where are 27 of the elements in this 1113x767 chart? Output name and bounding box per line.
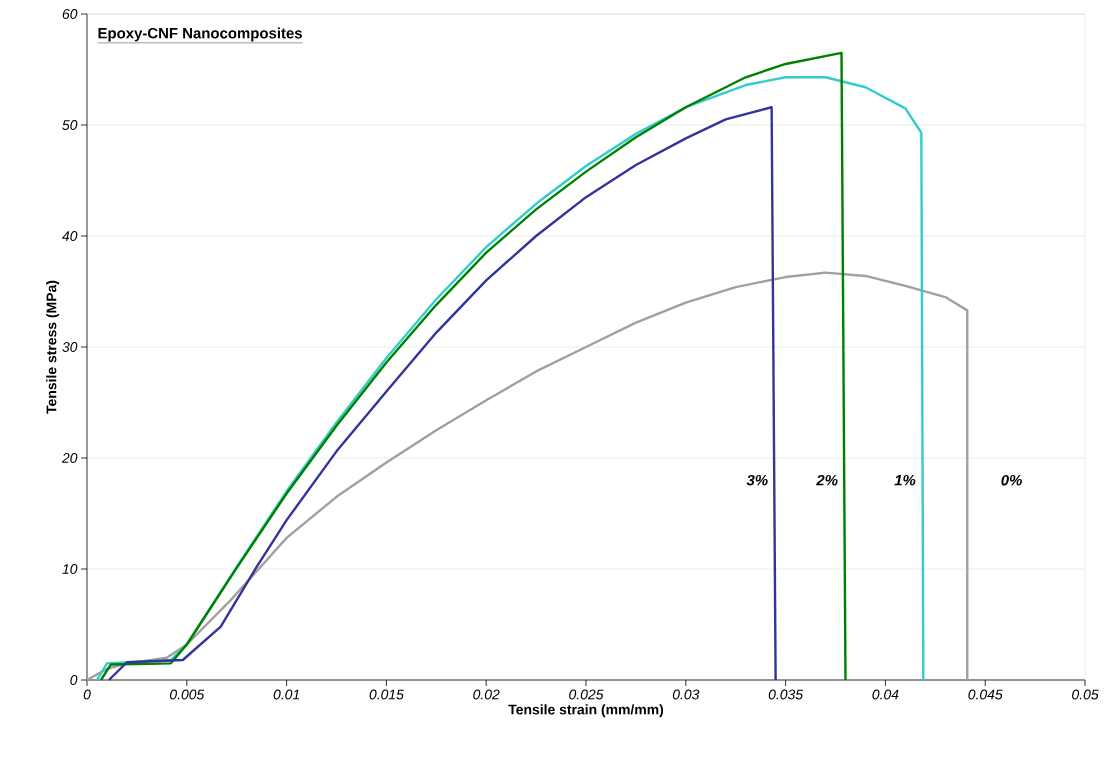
series-label: 2% bbox=[816, 474, 838, 486]
y-tick-label: 50 bbox=[62, 120, 78, 130]
y-axis-title: Tensile stress (MPa) bbox=[46, 280, 60, 414]
x-tick-label: 0.035 bbox=[768, 689, 804, 700]
x-tick-label: 0.005 bbox=[169, 689, 205, 700]
series-label: 3% bbox=[746, 474, 768, 486]
series-label: 1% bbox=[894, 474, 916, 486]
x-tick-label: 0.02 bbox=[473, 689, 500, 700]
x-tick-label: 0.045 bbox=[968, 689, 1003, 700]
x-tick-label: 0.03 bbox=[672, 689, 700, 700]
y-tick-label: 40 bbox=[62, 231, 78, 241]
y-tick-label: 0 bbox=[70, 675, 78, 685]
text: Epoxy-CNF Nanocomposites bbox=[98, 27, 302, 42]
x-tick-label: 0 bbox=[83, 689, 91, 700]
x-axis-title: Tensile strain (mm/mm) bbox=[508, 704, 664, 718]
line-series bbox=[85, 271, 969, 682]
y-tick-label: 20 bbox=[61, 453, 78, 463]
text: 0% bbox=[1001, 474, 1022, 486]
line-series bbox=[107, 106, 777, 682]
x-tick-label: 0.025 bbox=[569, 689, 604, 700]
y-tick-label: 10 bbox=[62, 564, 78, 574]
x-tick-label: 0.015 bbox=[369, 689, 404, 700]
y-tick-label: 60 bbox=[62, 9, 78, 19]
x-tick-label: 0.01 bbox=[273, 689, 299, 700]
y-tick-label: 30 bbox=[62, 342, 78, 352]
x-tick-label: 0.05 bbox=[1072, 689, 1099, 700]
x-tick-label: 0.04 bbox=[872, 689, 899, 700]
